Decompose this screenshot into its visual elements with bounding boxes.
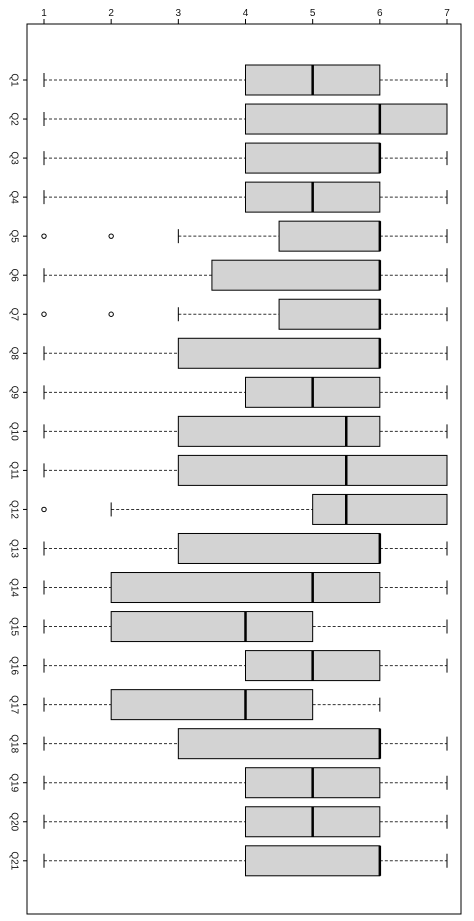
iqr-box <box>278 298 381 330</box>
box-group-q9 <box>43 376 448 408</box>
box-group-q5 <box>41 220 448 252</box>
box-group-q17 <box>43 689 381 721</box>
box-group-q1 <box>43 64 448 96</box>
category-label: Q19 <box>8 773 19 792</box>
box-group-q15 <box>43 611 448 643</box>
category-label: Q3 <box>8 151 19 165</box>
category-label: Q13 <box>8 539 19 558</box>
outlier-point <box>41 506 47 513</box>
category-label: Q4 <box>8 190 19 204</box>
iqr-box <box>245 845 381 877</box>
category-label: Q11 <box>8 461 19 480</box>
box-group-q6 <box>43 259 448 291</box>
category-label: Q21 <box>8 851 19 870</box>
x-tick-label: 6 <box>377 8 383 19</box>
iqr-box <box>177 532 381 564</box>
category-label: Q2 <box>8 112 19 126</box>
iqr-box <box>312 493 448 525</box>
category-label: Q6 <box>8 269 19 283</box>
x-tick-label: 3 <box>176 8 182 19</box>
iqr-box <box>211 259 381 291</box>
iqr-box <box>110 611 314 643</box>
outlier-point <box>41 233 47 239</box>
box-group-q21 <box>43 845 448 877</box>
y-axis: Q1 Q2 Q3 Q4 Q5 Q6 Q7 Q8 Q9 Q10 Q11 Q12 Q13 Q14 Q15 Q16 Q… <box>8 73 27 871</box>
category-label: Q14 <box>8 578 19 597</box>
box-group-q10 <box>43 415 448 447</box>
iqr-box <box>177 337 381 369</box>
outlier-point <box>108 233 114 239</box>
iqr-box <box>110 572 381 604</box>
category-label: Q7 <box>8 308 19 322</box>
category-label: Q16 <box>8 656 19 675</box>
box-group-q7 <box>41 298 448 330</box>
box-group-q2 <box>43 103 448 135</box>
category-label: Q10 <box>8 422 19 441</box>
x-tick-label: 7 <box>444 8 450 19</box>
box-group-q19 <box>43 767 448 799</box>
category-label: Q17 <box>8 695 19 714</box>
x-tick-label: 5 <box>310 8 316 19</box>
outlier-point <box>41 311 47 317</box>
category-label: Q9 <box>8 386 19 400</box>
box-group-q16 <box>43 650 448 682</box>
boxes-layer <box>41 64 448 877</box>
box-group-q3 <box>43 142 448 174</box>
x-tick-label: 4 <box>243 8 249 19</box>
iqr-box <box>177 415 381 447</box>
iqr-box <box>245 142 381 174</box>
box-group-q4 <box>43 181 448 213</box>
category-label: Q20 <box>8 812 19 831</box>
iqr-box <box>177 728 381 760</box>
category-label: Q8 <box>8 347 19 361</box>
box-group-q14 <box>43 572 448 604</box>
plot-frame <box>26 23 462 915</box>
box-group-q8 <box>43 337 448 369</box>
category-label: Q1 <box>8 73 19 87</box>
x-tick-label: 1 <box>41 8 47 19</box>
iqr-box <box>278 220 381 252</box>
category-label: Q15 <box>8 617 19 636</box>
box-group-q12 <box>41 493 448 525</box>
iqr-box <box>110 689 314 721</box>
iqr-box <box>177 454 448 486</box>
box-group-q13 <box>43 532 448 564</box>
box-group-q11 <box>43 454 448 486</box>
category-label: Q5 <box>8 229 19 243</box>
category-label: Q12 <box>8 500 19 519</box>
iqr-box <box>245 103 448 135</box>
x-tick-label: 2 <box>108 8 114 19</box>
category-label: Q18 <box>8 734 19 753</box>
outlier-point <box>108 311 114 317</box>
box-group-q18 <box>43 728 448 760</box>
x-axis: 1 2 3 4 5 6 7 <box>41 8 450 24</box>
box-group-q20 <box>43 806 448 838</box>
